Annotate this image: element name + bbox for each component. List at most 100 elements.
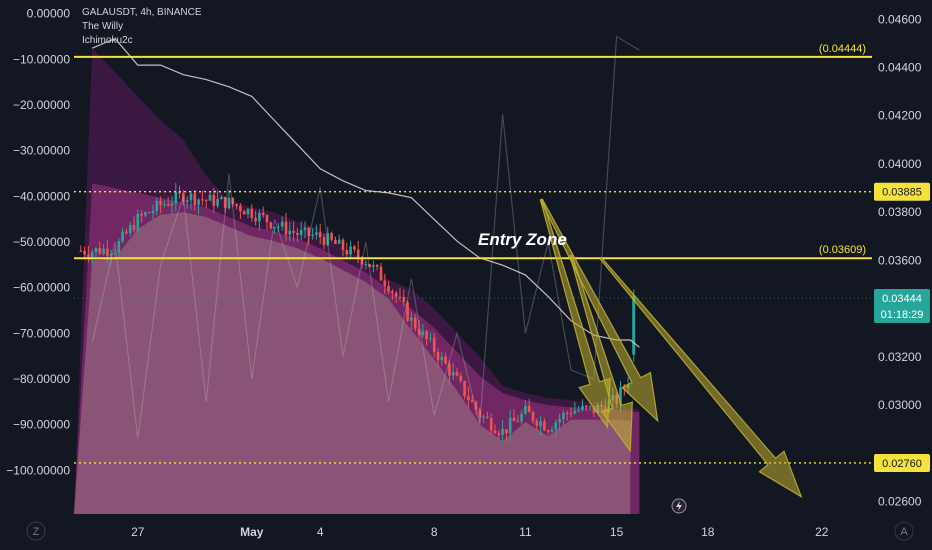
candle-down — [432, 338, 436, 352]
candle-up — [482, 416, 485, 418]
lightning-icon-glyph — [676, 501, 682, 511]
x-axis-tick: May — [240, 525, 264, 539]
right-axis-tick: 0.02600 — [878, 495, 922, 509]
candle-down — [585, 405, 588, 407]
candle-down — [353, 246, 356, 250]
candle-up — [109, 254, 113, 256]
candle-up — [299, 230, 303, 236]
candle-down — [147, 212, 151, 214]
candle-down — [254, 217, 257, 222]
level-price-tag-2 — [874, 182, 930, 201]
candle-down — [231, 197, 235, 205]
candle-down — [398, 296, 402, 298]
candle-up — [220, 197, 223, 200]
candle-down — [193, 193, 197, 205]
left-axis-tick: 0.00000 — [27, 7, 71, 21]
candle-down — [516, 420, 520, 422]
candle-down — [535, 420, 539, 426]
right-axis-tick: 0.04200 — [878, 109, 922, 123]
candle-up — [117, 241, 121, 253]
candle-down — [106, 248, 109, 256]
candle-down — [394, 292, 398, 297]
candle-up — [588, 406, 592, 408]
candle-down — [269, 222, 273, 229]
candle-up — [520, 413, 523, 422]
arrow-drawing-0[interactable] — [539, 198, 611, 430]
level-price-tag-text-2: 0.03885 — [882, 187, 922, 199]
left-axis-tick: −100.00000 — [6, 463, 70, 477]
current-price-tag — [874, 289, 930, 324]
candle-up — [303, 227, 307, 231]
candle-up — [227, 197, 231, 209]
candle-down — [459, 375, 463, 381]
x-axis-tick: 15 — [610, 525, 624, 539]
candle-down — [284, 221, 288, 235]
candle-down — [345, 250, 349, 255]
left-axis-tick: −10.00000 — [13, 52, 70, 66]
candle-up — [581, 405, 584, 410]
candle-up — [451, 372, 455, 376]
candle-up — [277, 226, 280, 228]
candle-down — [463, 381, 466, 396]
candle-down — [356, 249, 360, 258]
x-axis-tick: 27 — [131, 525, 145, 539]
candle-up — [573, 410, 577, 414]
candle-down — [379, 266, 383, 281]
candle-down — [569, 413, 573, 415]
candle-down — [375, 265, 379, 267]
left-axis-tick: −70.00000 — [13, 326, 70, 340]
right-axis-tick: 0.03600 — [878, 253, 922, 267]
candle-down — [79, 250, 83, 252]
candle-down — [425, 331, 428, 339]
corner-a-label[interactable]: A — [900, 526, 908, 538]
candle-down — [261, 212, 265, 216]
candle-up — [372, 265, 375, 267]
candle-up — [311, 234, 314, 236]
candle-down — [497, 433, 501, 435]
candle-down — [565, 413, 569, 414]
right-axis-tick: 0.03000 — [878, 398, 922, 412]
arrow-drawing-1[interactable] — [539, 198, 659, 423]
corner-z-label[interactable]: Z — [33, 526, 40, 538]
candle-up — [554, 422, 558, 430]
candle-down — [455, 372, 459, 376]
candle-down — [140, 213, 143, 216]
candle-down — [250, 208, 254, 218]
candle-up — [550, 429, 554, 432]
candle-down — [125, 231, 128, 234]
candle-down — [478, 409, 482, 418]
candle-down — [387, 285, 390, 292]
candle-up-last — [632, 296, 636, 355]
candle-down — [467, 395, 470, 400]
candle-up — [128, 225, 132, 234]
right-axis-tick: 0.04400 — [878, 61, 922, 75]
candle-up — [410, 317, 413, 321]
candle-up — [349, 246, 352, 255]
auto-scale-button[interactable] — [894, 521, 914, 541]
right-axis-tick: 0.03800 — [878, 205, 922, 219]
candle-down — [406, 302, 409, 321]
candle-down — [546, 430, 550, 432]
candle-down — [402, 297, 406, 303]
candle-down — [444, 356, 447, 364]
candle-up — [170, 203, 174, 206]
candle-up — [121, 231, 124, 242]
arrow-drawing-3[interactable] — [599, 256, 803, 499]
candle-up — [136, 213, 140, 231]
candle-down — [470, 400, 474, 402]
candle-up — [185, 200, 189, 203]
candle-down — [242, 211, 246, 215]
candle-down — [436, 352, 440, 361]
candle-up — [421, 331, 425, 336]
arrow-drawing-2[interactable] — [569, 254, 633, 453]
candle-down — [360, 257, 364, 265]
candle-down — [448, 363, 451, 376]
candle-down — [87, 254, 90, 257]
level-price-tag-3 — [874, 453, 930, 472]
scroll-to-realtime-button[interactable] — [26, 521, 46, 541]
candle-up — [337, 239, 341, 244]
candle-up — [562, 413, 565, 419]
candle-up — [508, 418, 512, 434]
ichimoku-baseline — [91, 37, 640, 348]
candle-up — [577, 410, 580, 411]
